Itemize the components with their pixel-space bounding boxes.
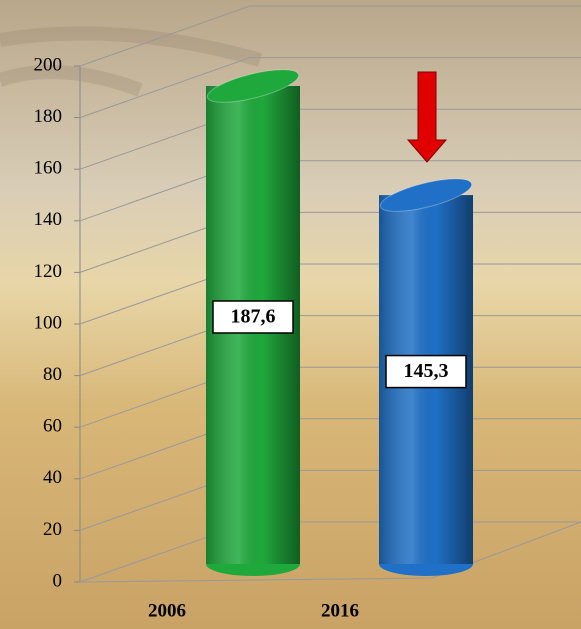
x-tick-label: 2006 [148,600,186,621]
y-tick-label: 160 [34,158,63,179]
y-tick-label: 20 [43,519,62,540]
value-label: 187,6 [231,306,276,328]
y-tick-label: 100 [34,312,63,333]
y-tick-label: 60 [43,416,62,437]
y-tick-label: 200 [34,54,63,75]
y-tick-label: 80 [43,364,62,385]
x-tick-label: 2016 [321,600,359,621]
chart: 0 20 40 60 80 100 120 140 160 180 200 187,6 2006 145,… [0,0,581,629]
value-label: 145,3 [404,360,449,382]
y-tick-label: 40 [43,467,62,488]
y-tick-label: 120 [34,261,63,282]
y-tick-label: 0 [53,570,63,591]
y-tick-label: 180 [34,106,63,127]
y-tick-label: 140 [34,209,63,230]
